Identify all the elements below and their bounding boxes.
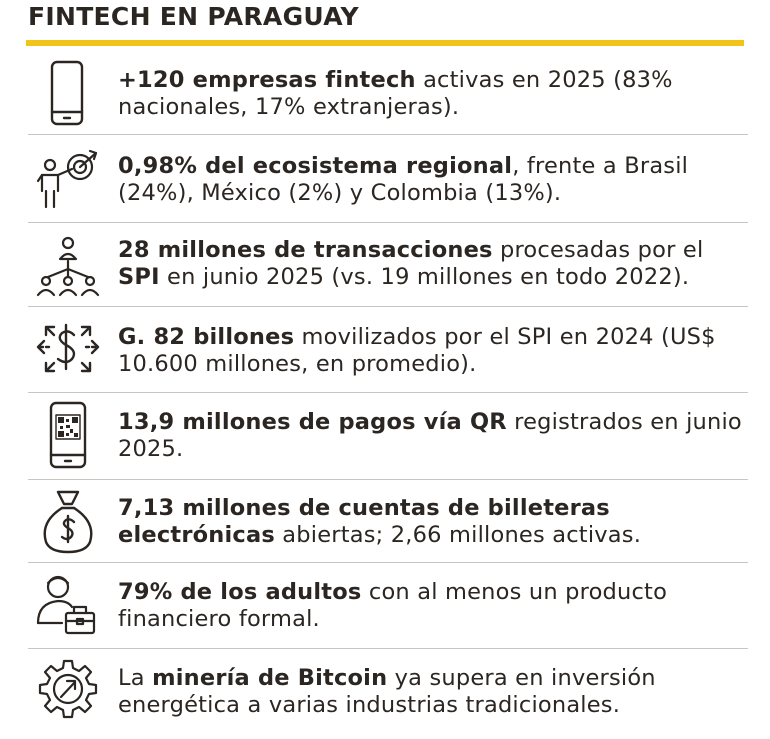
list-item: 79% de los adultos con al menos un produ… bbox=[28, 563, 748, 649]
list-item: G. 82 billones movilizados por el SPI en… bbox=[28, 307, 748, 393]
list-item-text: 0,98% del ecosistema regional, frente a … bbox=[118, 153, 689, 206]
list-item-text: La minería de Bitcoin ya supera en inver… bbox=[118, 665, 656, 718]
page-title: FINTECH EN PARAGUAY bbox=[28, 2, 359, 31]
list-item: 13,9 millones de pagos vía QR registrado… bbox=[28, 393, 748, 480]
smartphone-icon bbox=[34, 60, 102, 128]
list-item-text: 13,9 millones de pagos vía QR registrado… bbox=[118, 409, 742, 462]
list-item-text: +120 empresas fintech activas en 2025 (8… bbox=[118, 67, 673, 120]
list-item: La minería de Bitcoin ya supera en inver… bbox=[28, 649, 748, 739]
network-people-icon bbox=[34, 231, 102, 299]
title-underline bbox=[26, 40, 744, 46]
list-item-text: G. 82 billones movilizados por el SPI en… bbox=[118, 324, 716, 377]
list-item: 0,98% del ecosistema regional, frente a … bbox=[28, 135, 748, 223]
gear-growth-icon bbox=[34, 657, 102, 725]
list-item-text: 28 millones de transacciones procesadas … bbox=[118, 237, 704, 290]
list-item: 28 millones de transacciones procesadas … bbox=[28, 223, 748, 307]
person-briefcase-icon bbox=[34, 571, 102, 639]
list-item: 7,13 millones de cuentas de billeteras e… bbox=[28, 480, 748, 563]
list-item: +120 empresas fintech activas en 2025 (8… bbox=[28, 46, 748, 135]
qr-phone-icon bbox=[34, 401, 102, 469]
list-item-text: 79% de los adultos con al menos un produ… bbox=[118, 579, 668, 632]
money-bag-icon bbox=[34, 486, 102, 554]
presenter-target-icon bbox=[34, 145, 102, 213]
fact-list: +120 empresas fintech activas en 2025 (8… bbox=[28, 46, 748, 739]
list-item-text: 7,13 millones de cuentas de billeteras e… bbox=[118, 495, 642, 548]
dollar-arrows-icon bbox=[34, 315, 102, 383]
